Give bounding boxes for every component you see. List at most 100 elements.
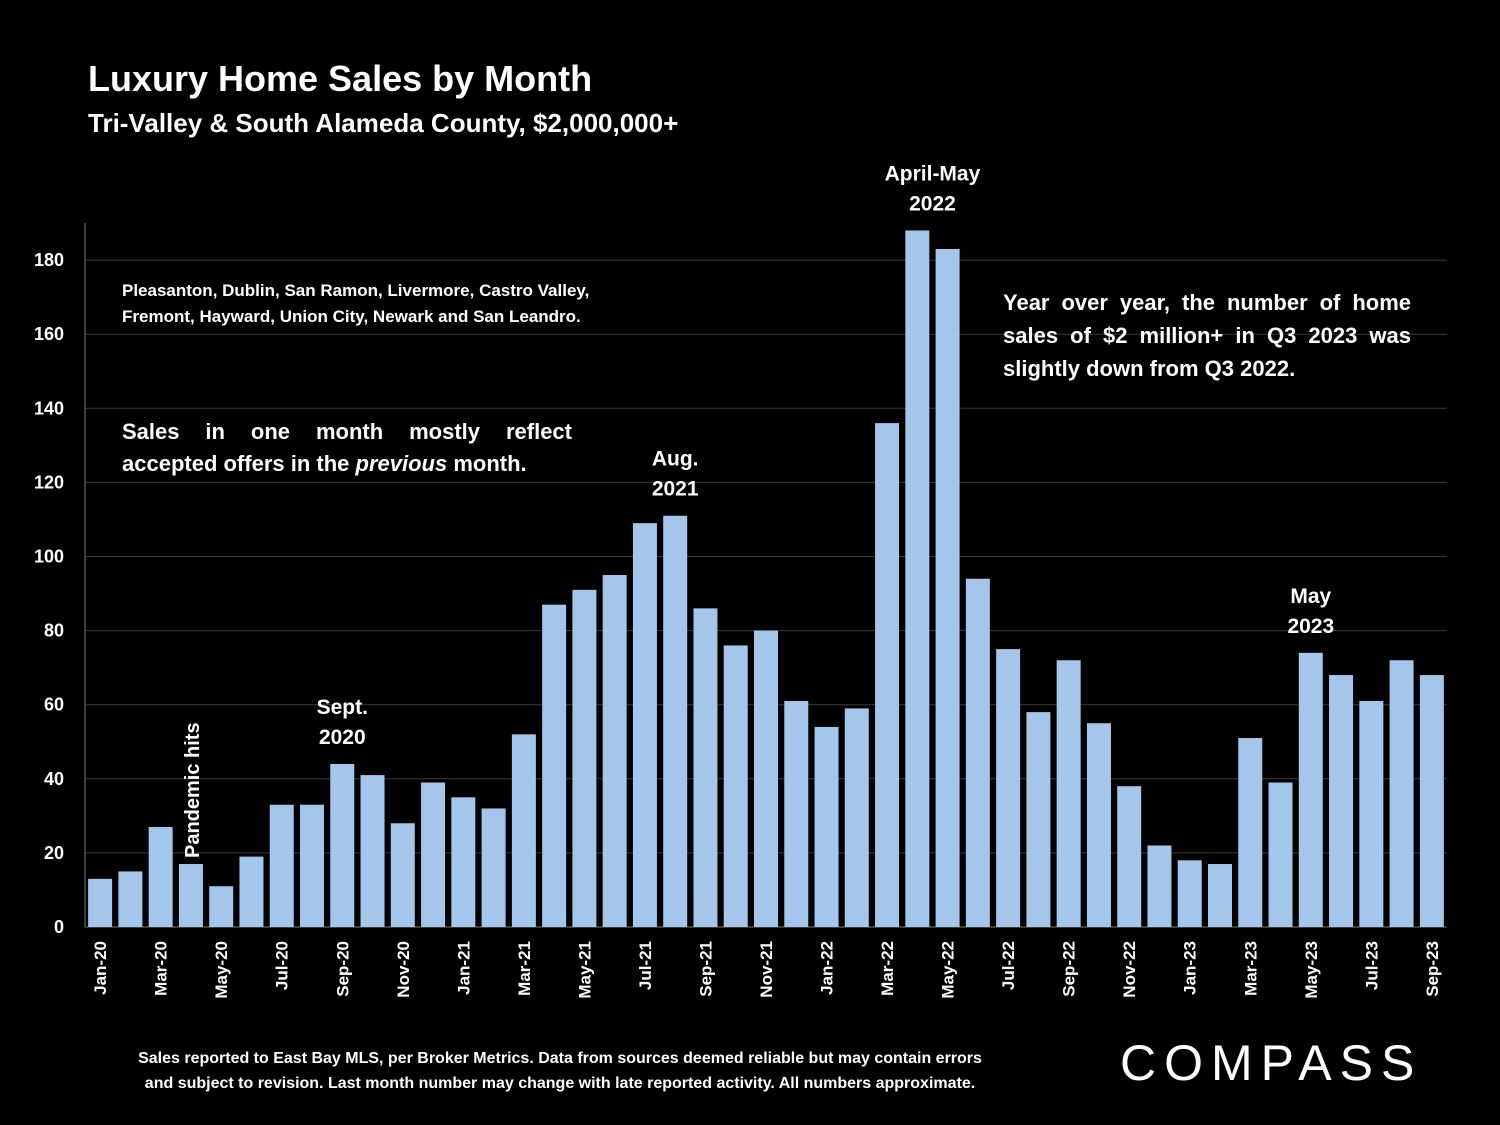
bar-May-23 bbox=[1298, 652, 1323, 927]
bar-Oct-21 bbox=[723, 645, 748, 927]
footer-line-1: Sales reported to East Bay MLS, per Brok… bbox=[138, 1050, 982, 1067]
x-tick-label: Jul-21 bbox=[636, 941, 655, 990]
x-tick-label: Sep-22 bbox=[1060, 941, 1079, 997]
offers-note: Sales in one month mostly reflect accept… bbox=[122, 419, 572, 476]
annotation-label: Pandemic hits bbox=[182, 722, 204, 858]
bar-Aug-22 bbox=[1026, 712, 1051, 927]
x-axis-ticks: Jan-20 Mar-20 May-20 Jul-20 Sep-20 Nov-20 Jan-… bbox=[91, 941, 1442, 999]
x-tick-label: May-20 bbox=[212, 941, 231, 999]
x-tick-label: Nov-20 bbox=[394, 941, 413, 998]
bar-Feb-22 bbox=[844, 708, 869, 927]
bar-Jan-20 bbox=[88, 878, 113, 927]
chart-subtitle: Tri-Valley & South Alameda County, $2,00… bbox=[88, 108, 679, 138]
y-tick-label: 80 bbox=[44, 621, 64, 641]
bar-Jun-20 bbox=[239, 856, 264, 927]
yoy-note: Year over year, the number of home sales… bbox=[1003, 290, 1411, 381]
y-tick-label: 40 bbox=[44, 769, 64, 789]
bar-Feb-20 bbox=[118, 871, 143, 927]
x-tick-label: Jul-22 bbox=[999, 941, 1018, 990]
x-tick-label: Sep-23 bbox=[1423, 941, 1442, 997]
x-tick-label: Jul-23 bbox=[1362, 941, 1381, 990]
annotation-label: 2023 bbox=[1287, 615, 1334, 638]
bar-Mar-23 bbox=[1238, 738, 1263, 927]
bar-Jan-23 bbox=[1177, 860, 1202, 927]
bar-Apr-20 bbox=[178, 864, 203, 927]
bars bbox=[88, 230, 1444, 928]
bar-Dec-21 bbox=[784, 700, 809, 927]
annotation-label: 2020 bbox=[319, 726, 366, 749]
bar-Jul-20 bbox=[269, 804, 294, 927]
bar-Jan-21 bbox=[451, 797, 476, 927]
y-tick-label: 180 bbox=[34, 250, 64, 270]
bar-Jul-22 bbox=[996, 649, 1021, 927]
x-tick-label: Jan-22 bbox=[818, 941, 837, 995]
x-tick-label: May-21 bbox=[575, 941, 594, 999]
annotation-label: 2022 bbox=[909, 192, 956, 215]
bar-Nov-21 bbox=[754, 630, 778, 927]
bar-May-21 bbox=[572, 589, 597, 927]
bar-Sep-21 bbox=[693, 608, 718, 927]
bar-Jul-21 bbox=[632, 523, 657, 927]
chart-title: Luxury Home Sales by Month bbox=[88, 58, 593, 99]
bar-Jun-23 bbox=[1329, 675, 1354, 927]
bar-Aug-21 bbox=[663, 515, 688, 927]
x-tick-label: Nov-22 bbox=[1120, 941, 1139, 998]
bar-Nov-20 bbox=[390, 823, 415, 927]
bar-Nov-22 bbox=[1117, 786, 1142, 927]
bar-Jun-22 bbox=[965, 578, 990, 927]
x-tick-label: May-22 bbox=[939, 941, 958, 999]
footer-disclaimer: Sales reported to East Bay MLS, per Brok… bbox=[40, 1046, 1080, 1096]
y-tick-label: 120 bbox=[34, 472, 64, 492]
gridlines bbox=[84, 223, 1447, 928]
x-tick-label: Jan-20 bbox=[91, 941, 110, 995]
bar-Dec-22 bbox=[1147, 845, 1172, 927]
x-tick-label: Nov-21 bbox=[757, 941, 776, 998]
compass-logo: COMPASS bbox=[1120, 1035, 1423, 1091]
bar-Oct-20 bbox=[360, 775, 385, 927]
bar-Apr-21 bbox=[542, 604, 567, 927]
x-tick-label: Mar-23 bbox=[1241, 941, 1260, 996]
x-tick-label: Sep-20 bbox=[333, 941, 352, 997]
bar-Aug-20 bbox=[300, 804, 324, 927]
annotations: Pandemic hits Sept. 2020 Aug. 2021 April-May 2… bbox=[182, 162, 1334, 858]
bar-Jun-21 bbox=[602, 575, 627, 927]
y-tick-label: 60 bbox=[44, 695, 64, 715]
y-tick-label: 0 bbox=[54, 917, 64, 937]
cities-note: Pleasanton, Dublin, San Ramon, Livermore… bbox=[122, 281, 590, 326]
bar-Feb-23 bbox=[1208, 864, 1232, 927]
x-tick-label: May-23 bbox=[1302, 941, 1321, 999]
bar-May-20 bbox=[209, 886, 234, 927]
annotation-label: April-May bbox=[885, 162, 981, 185]
annotation-label: Sept. bbox=[317, 696, 368, 719]
bar-Sep-23 bbox=[1419, 675, 1444, 927]
bar-Sep-22 bbox=[1056, 660, 1081, 927]
bar-Mar-21 bbox=[511, 734, 536, 927]
annotation-label: May bbox=[1290, 585, 1331, 608]
x-tick-label: Sep-21 bbox=[696, 941, 715, 997]
bar-Oct-22 bbox=[1086, 723, 1111, 927]
annotation-label: Aug. bbox=[652, 448, 699, 471]
bar-Mar-22 bbox=[875, 423, 900, 927]
x-tick-label: Jan-21 bbox=[454, 941, 473, 995]
annotation-label: 2021 bbox=[652, 478, 699, 501]
bar-Jan-22 bbox=[814, 726, 839, 927]
bar-Sep-20 bbox=[330, 763, 355, 927]
y-tick-label: 100 bbox=[34, 547, 64, 567]
bar-Aug-23 bbox=[1389, 660, 1414, 927]
bar-Jul-23 bbox=[1359, 700, 1384, 927]
x-tick-label: Mar-21 bbox=[515, 941, 534, 996]
bar-Dec-20 bbox=[421, 782, 446, 927]
bar-Apr-22 bbox=[905, 230, 930, 927]
x-tick-label: Jul-20 bbox=[273, 941, 292, 990]
x-tick-label: Mar-20 bbox=[152, 941, 171, 996]
x-tick-label: Jan-23 bbox=[1181, 941, 1200, 995]
y-axis-ticks: 0 20 40 60 80 100 120 140 160 180 bbox=[34, 250, 64, 937]
y-tick-label: 20 bbox=[44, 843, 64, 863]
bar-May-22 bbox=[935, 248, 960, 928]
y-tick-label: 140 bbox=[34, 398, 64, 418]
bar-Apr-23 bbox=[1268, 782, 1293, 927]
y-tick-label: 160 bbox=[34, 324, 64, 344]
footer-line-2: and subject to revision. Last month numb… bbox=[144, 1075, 976, 1092]
bar-Mar-20 bbox=[148, 826, 173, 927]
